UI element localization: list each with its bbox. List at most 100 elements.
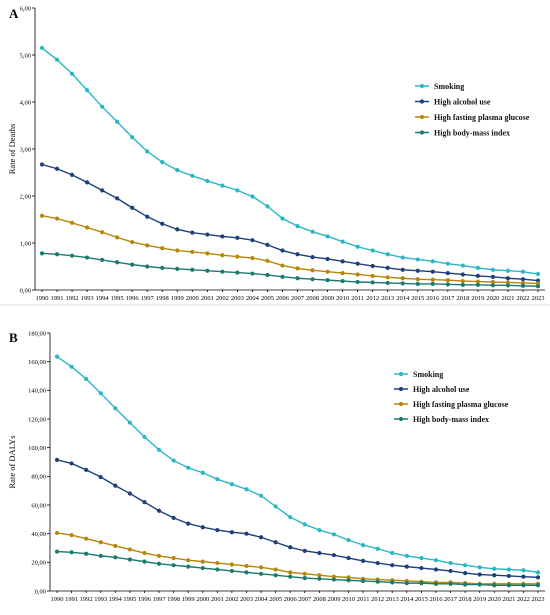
data-point <box>273 540 278 545</box>
data-point <box>200 559 205 564</box>
data-point <box>160 246 165 251</box>
data-point <box>340 278 345 284</box>
data-point <box>385 252 390 257</box>
data-point <box>340 259 345 264</box>
x-tick-label: 2003 <box>231 295 244 302</box>
data-point <box>100 230 105 235</box>
data-point <box>520 269 526 274</box>
data-point <box>130 205 135 210</box>
data-point <box>302 548 307 553</box>
series-0 <box>54 354 541 575</box>
data-point <box>415 268 420 273</box>
data-point <box>492 573 497 578</box>
data-point <box>265 242 270 247</box>
x-tick-label: 1995 <box>111 295 124 302</box>
data-point <box>340 239 345 244</box>
data-point <box>200 525 205 530</box>
data-point <box>220 234 225 239</box>
series-line <box>41 252 539 287</box>
legend-marker <box>398 371 404 377</box>
data-point <box>205 178 210 184</box>
data-point <box>490 279 496 285</box>
x-tick-label: 2016 <box>426 295 440 302</box>
series-line <box>56 532 538 585</box>
data-point <box>490 283 496 288</box>
series-line <box>56 550 538 586</box>
x-tick-label: 2001 <box>201 295 214 302</box>
data-point <box>142 434 147 440</box>
data-point <box>190 230 195 235</box>
data-point <box>258 565 264 570</box>
data-point <box>258 571 264 576</box>
data-point <box>448 581 453 586</box>
data-point <box>521 583 526 588</box>
x-tick-label: 2005 <box>269 596 282 603</box>
data-point <box>142 500 147 505</box>
data-point <box>445 261 450 266</box>
data-point <box>84 467 89 472</box>
data-point <box>156 561 162 566</box>
data-point <box>229 530 235 535</box>
x-tick-label: 1994 <box>96 295 110 302</box>
data-point <box>477 582 482 587</box>
data-point <box>190 249 195 255</box>
legend-label: High fasting plasma glucose <box>413 400 509 409</box>
data-point <box>331 577 337 582</box>
data-point <box>265 204 270 209</box>
x-tick-label: 2018 <box>456 295 469 302</box>
data-point <box>288 570 293 575</box>
data-point <box>200 470 205 475</box>
data-point <box>127 557 132 562</box>
data-point <box>54 457 60 462</box>
x-tick-label: 2018 <box>459 596 472 603</box>
data-point <box>273 573 278 578</box>
x-tick-label: 2010 <box>336 295 349 302</box>
data-point <box>295 266 300 271</box>
data-point <box>355 272 360 277</box>
data-point <box>280 216 285 221</box>
data-point <box>360 543 366 548</box>
x-tick-label: 2019 <box>473 596 486 603</box>
legend-label: Smoking <box>413 370 443 379</box>
data-point <box>235 235 240 240</box>
data-point <box>370 263 375 269</box>
x-tick-label: 2020 <box>488 596 501 603</box>
data-point <box>460 263 465 268</box>
data-point <box>385 275 390 280</box>
legend-label: High fasting plasma glucose <box>434 113 530 122</box>
x-tick-label: 2021 <box>501 295 514 302</box>
data-point <box>69 253 75 258</box>
data-point <box>39 213 45 218</box>
data-point <box>370 273 375 278</box>
data-point <box>331 553 337 558</box>
data-point <box>84 180 90 185</box>
data-point <box>145 149 150 154</box>
data-point <box>186 558 191 563</box>
x-tick-label: 2015 <box>415 596 428 603</box>
data-point <box>295 276 300 281</box>
data-point <box>521 568 526 573</box>
data-point <box>142 559 147 564</box>
y-tick-label: 5,00 <box>20 52 31 59</box>
data-point <box>448 560 453 566</box>
legend-item: High body-mass index <box>415 128 510 137</box>
data-point <box>98 540 103 545</box>
x-tick-label: 2023 <box>532 596 545 603</box>
data-point <box>430 259 435 264</box>
data-point <box>506 583 511 588</box>
legend-label: High body-mass index <box>434 128 510 137</box>
x-tick-label: 2001 <box>211 596 224 603</box>
x-tick-label: 1994 <box>109 596 123 603</box>
legend-item: High fasting plasma glucose <box>415 113 530 122</box>
data-point <box>100 188 105 193</box>
data-point <box>490 267 496 272</box>
data-point <box>205 268 210 273</box>
data-point <box>317 527 322 533</box>
legend-marker <box>419 130 425 135</box>
data-point <box>463 563 468 568</box>
data-point <box>535 575 541 580</box>
data-point <box>400 281 405 286</box>
legend-label: High alcohol use <box>434 97 491 106</box>
data-point <box>215 567 220 572</box>
x-tick-label: 2019 <box>471 295 484 302</box>
